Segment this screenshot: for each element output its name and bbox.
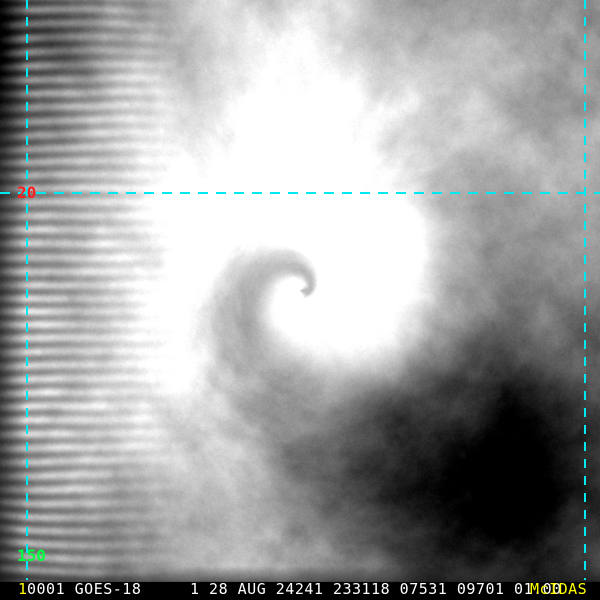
software-label: McIDAS	[530, 580, 588, 598]
latitude-gridline-20	[0, 192, 600, 194]
frame-number-label: 1	[18, 580, 28, 598]
longitude-gridline-right	[584, 0, 586, 580]
status-bar: 1 0001 GOES-18 1 28 AUG 24241 233118 075…	[0, 580, 600, 600]
longitude-gridline-left	[26, 0, 28, 580]
sensor-and-satellite-label: 0001 GOES-18	[27, 580, 142, 598]
observation-metadata-label: 1 28 AUG 24241 233118 07531 09701 01.00	[190, 580, 562, 598]
status-bar-background	[0, 582, 600, 600]
latitude-label-20: 20	[17, 183, 37, 202]
longitude-label-150: 150	[17, 546, 46, 565]
